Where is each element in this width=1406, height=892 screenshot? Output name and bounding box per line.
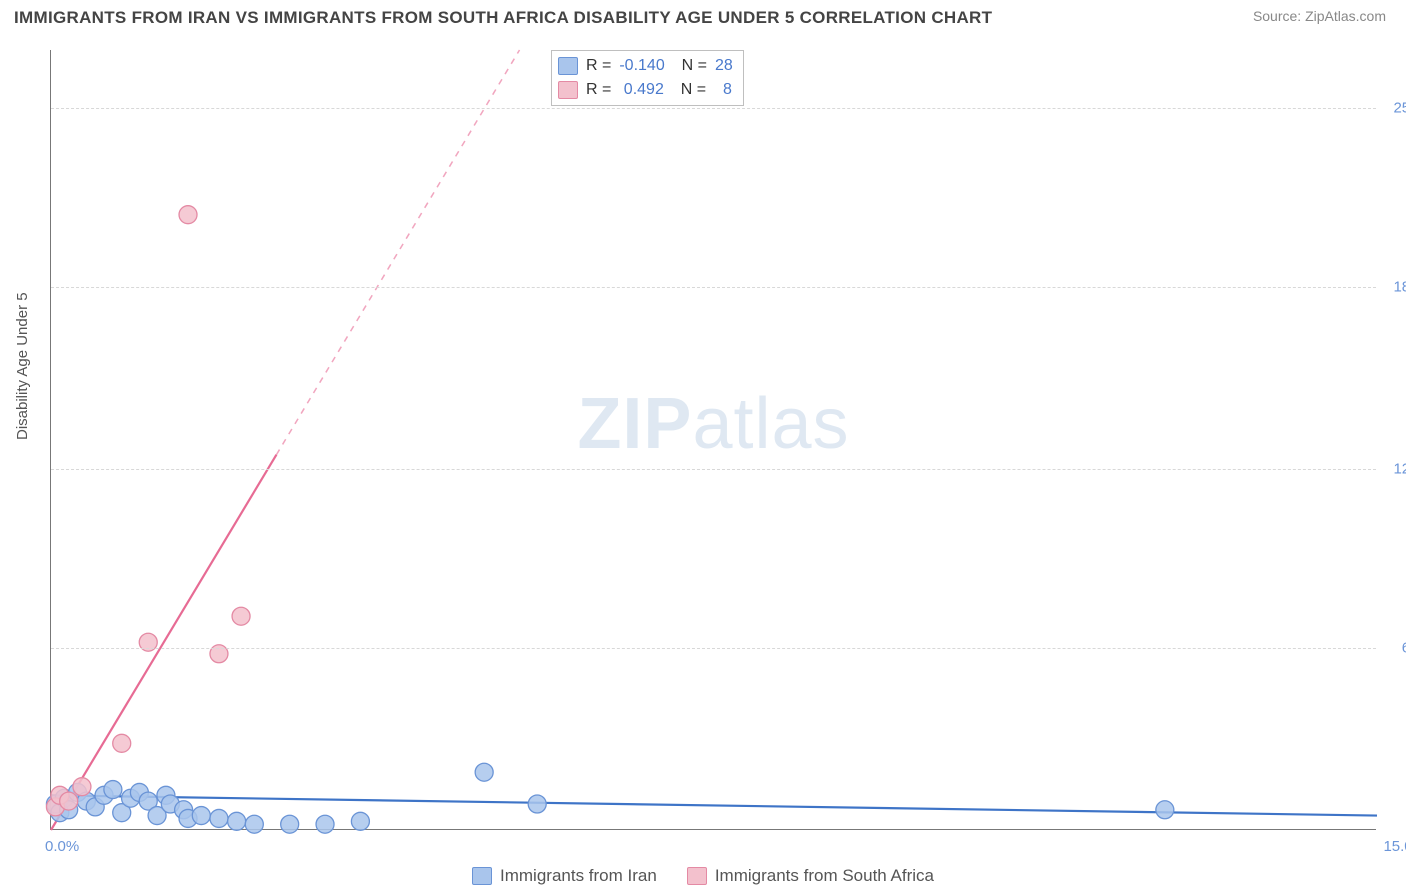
stats-row-sa: R = 0.492 N = 8: [558, 78, 733, 102]
legend-swatch-sa: [687, 867, 707, 885]
y-tick-label: 25.0%: [1381, 99, 1406, 116]
stats-row-iran: R = -0.140 N = 28: [558, 54, 733, 78]
legend-item-sa: Immigrants from South Africa: [687, 866, 934, 886]
y-tick-label: 18.8%: [1381, 278, 1406, 295]
stats-n-iran: 28: [715, 57, 733, 75]
stats-r-label: R =: [586, 81, 611, 99]
legend-label-iran: Immigrants from Iran: [500, 866, 657, 886]
x-min-label: 0.0%: [45, 838, 79, 855]
stats-n-sa: 8: [714, 81, 732, 99]
y-tick-label: 6.3%: [1381, 640, 1406, 657]
chart-area: ZIPatlas R = -0.140 N = 28 R = 0.492 N =…: [50, 50, 1376, 830]
header: IMMIGRANTS FROM IRAN VS IMMIGRANTS FROM …: [0, 0, 1406, 32]
gridline: [51, 469, 1376, 470]
legend-swatch-iran: [472, 867, 492, 885]
gridline: [51, 287, 1376, 288]
plot-svg: [51, 50, 1376, 829]
stats-n-label: N =: [673, 57, 707, 75]
stats-r-sa: 0.492: [619, 81, 664, 99]
y-tick-label: 12.5%: [1381, 460, 1406, 477]
stats-n-label: N =: [672, 81, 706, 99]
x-max-label: 15.0%: [1383, 838, 1406, 855]
swatch-sa: [558, 81, 578, 99]
y-axis-label: Disability Age Under 5: [14, 292, 31, 440]
legend-label-sa: Immigrants from South Africa: [715, 866, 934, 886]
stats-r-label: R =: [586, 57, 611, 75]
gridline: [51, 108, 1376, 109]
gridline: [51, 648, 1376, 649]
source-label: Source: ZipAtlas.com: [1253, 8, 1386, 24]
stats-r-iran: -0.140: [619, 57, 664, 75]
legend-item-iran: Immigrants from Iran: [472, 866, 657, 886]
swatch-iran: [558, 57, 578, 75]
chart-title: IMMIGRANTS FROM IRAN VS IMMIGRANTS FROM …: [14, 8, 992, 28]
legend: Immigrants from Iran Immigrants from Sou…: [0, 866, 1406, 886]
stats-legend-box: R = -0.140 N = 28 R = 0.492 N = 8: [551, 50, 744, 106]
